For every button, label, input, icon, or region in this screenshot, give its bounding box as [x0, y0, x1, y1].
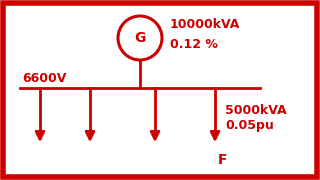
Text: G: G — [134, 31, 146, 45]
Text: 5000kVA: 5000kVA — [225, 103, 287, 116]
Text: 0.05pu: 0.05pu — [225, 118, 274, 132]
Text: F: F — [218, 153, 228, 167]
Text: 0.12 %: 0.12 % — [170, 39, 218, 51]
Text: 10000kVA: 10000kVA — [170, 19, 240, 32]
Text: 6600V: 6600V — [22, 71, 66, 84]
